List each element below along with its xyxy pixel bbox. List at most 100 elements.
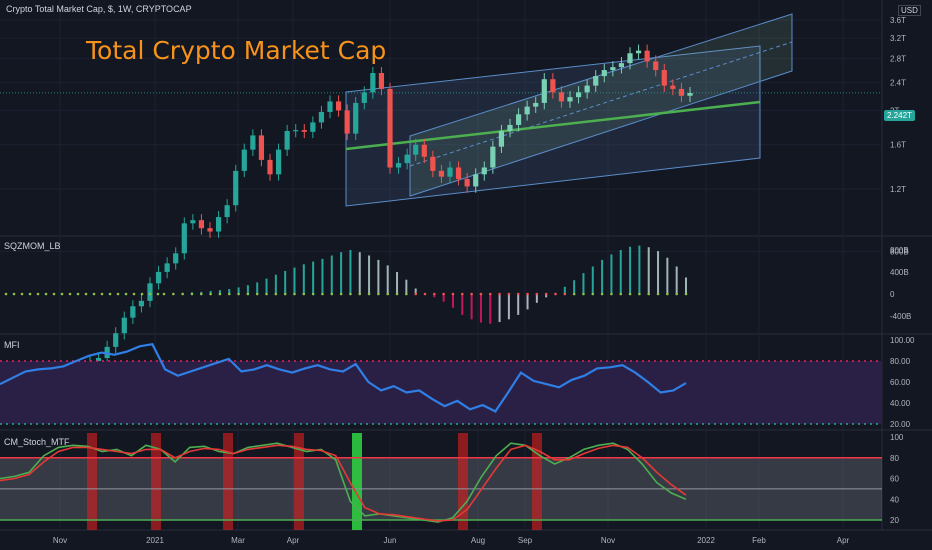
candle-body xyxy=(155,271,162,284)
squeeze-dot xyxy=(638,292,641,296)
candle-body xyxy=(584,85,590,93)
squeeze-dot xyxy=(516,292,520,296)
squeeze-dot xyxy=(311,292,315,296)
squeeze-dot xyxy=(140,292,144,296)
candle-body xyxy=(498,130,505,147)
squeeze-dot xyxy=(414,292,417,296)
squeeze-dot xyxy=(108,292,112,296)
squeeze-dot xyxy=(479,292,483,296)
y-tick-label: 1.6T xyxy=(890,141,906,150)
squeeze-dot xyxy=(293,292,296,296)
candle-body xyxy=(558,92,565,102)
grid-lines xyxy=(0,0,932,531)
candle-body xyxy=(361,92,367,103)
stoch-pane xyxy=(0,433,882,530)
candle-body xyxy=(507,124,513,131)
squeeze-dot xyxy=(628,292,632,296)
x-tick-label: Nov xyxy=(53,536,67,545)
candle-body xyxy=(413,144,419,155)
price-pane xyxy=(0,13,882,373)
candle-body xyxy=(224,205,230,218)
squeeze-dot xyxy=(647,292,651,296)
candle-body xyxy=(207,228,213,232)
currency-label[interactable]: USD xyxy=(898,5,921,16)
candle-body xyxy=(301,130,307,132)
squeeze-dot xyxy=(68,292,72,296)
candle-body xyxy=(404,154,410,164)
squeeze-dot xyxy=(283,292,287,296)
candle-body xyxy=(267,159,273,175)
candle-body xyxy=(121,317,127,334)
x-tick-label: 2022 xyxy=(697,536,715,545)
candle-body xyxy=(130,306,136,318)
squeeze-dot xyxy=(675,292,678,296)
y-tick-label: 400B xyxy=(890,268,909,277)
candle-body xyxy=(670,85,676,89)
signal-highlight-bar xyxy=(294,433,304,530)
mfi-label: MFI xyxy=(4,340,20,350)
candle-body xyxy=(327,101,333,112)
candle-body xyxy=(173,253,179,264)
candle-body xyxy=(138,300,145,307)
squeeze-dot xyxy=(321,292,324,296)
squeeze-dot xyxy=(227,292,231,296)
candle-body xyxy=(610,67,616,71)
y-tick-label: 80.00 xyxy=(890,357,911,366)
signal-highlight-bar xyxy=(87,433,97,530)
squeeze-dot xyxy=(619,292,623,296)
squeeze-dot xyxy=(656,292,660,296)
candle-body xyxy=(293,130,299,132)
squeeze-dot xyxy=(44,292,48,296)
squeeze-dot xyxy=(535,292,539,296)
y-tick-label: 20 xyxy=(890,516,899,525)
y-tick-label: 100.00 xyxy=(890,336,915,345)
x-tick-label: Feb xyxy=(752,536,766,545)
candle-body xyxy=(601,70,607,77)
candle-body xyxy=(524,106,530,115)
candle-body xyxy=(344,110,350,134)
squeeze-dot xyxy=(349,292,352,296)
y-tick-label: 800B xyxy=(890,247,909,256)
candle-body xyxy=(95,358,102,362)
squeeze-dot xyxy=(442,292,445,296)
candle-body xyxy=(627,53,633,64)
squeeze-dot xyxy=(172,292,175,296)
squeeze-dot xyxy=(591,292,595,296)
candle-body xyxy=(233,170,239,206)
y-tick-label: 100 xyxy=(890,433,904,442)
channel-midline xyxy=(409,41,793,167)
x-tick-label: Apr xyxy=(837,536,850,545)
candle-body xyxy=(644,50,650,62)
candle-body xyxy=(310,122,316,132)
squeeze-dot xyxy=(237,292,240,296)
y-tick-label: 60.00 xyxy=(890,378,911,387)
candle-body xyxy=(353,102,359,134)
y-tick-label: -400B xyxy=(890,312,911,321)
candle-body xyxy=(113,333,119,347)
candle-body xyxy=(575,92,582,98)
squeeze-dot xyxy=(52,292,56,296)
candle-body xyxy=(190,220,196,224)
squeeze-dot xyxy=(367,292,371,296)
squeeze-dot xyxy=(498,292,501,296)
x-tick-label: Sep xyxy=(518,536,533,545)
y-tick-label: 60 xyxy=(890,475,899,484)
y-tick-label: 3.2T xyxy=(890,34,906,43)
signal-highlight-bar xyxy=(458,433,468,530)
candle-body xyxy=(635,50,642,54)
squeeze-dot xyxy=(190,292,194,296)
squeeze-dot xyxy=(132,292,136,296)
candle-body xyxy=(387,88,393,168)
candle-body xyxy=(284,130,290,150)
sqzmom-label: SQZMOM_LB xyxy=(4,241,61,251)
signal-highlight-bar xyxy=(532,433,542,530)
squeeze-dot xyxy=(76,292,80,296)
squeeze-dot xyxy=(563,292,567,296)
candle-body xyxy=(250,135,256,150)
y-tick-label: 3.6T xyxy=(890,16,906,25)
squeeze-dot xyxy=(148,292,152,296)
candle-body xyxy=(567,97,573,102)
y-tick-label: 2.8T xyxy=(890,55,906,64)
squeeze-dot xyxy=(302,292,306,296)
